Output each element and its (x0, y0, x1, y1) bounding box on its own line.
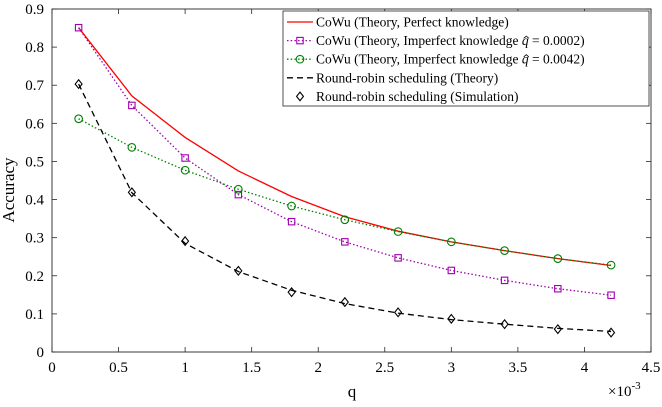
data-point (341, 238, 349, 246)
axes-box (51, 8, 652, 353)
data-point (340, 215, 350, 225)
x-multiplier-label: ×10-3 (608, 380, 641, 400)
data-point (500, 276, 509, 285)
x-tick-label: 3.5 (509, 360, 528, 376)
y-axis-title: Accuracy (0, 157, 18, 223)
y-tick-label: 0.6 (25, 116, 44, 132)
data-point (128, 101, 136, 110)
legend-label: Round-robin scheduling (Theory) (316, 70, 498, 85)
legend-box (282, 10, 650, 107)
legend: CoWu (Theory, Perfect knowledge) CoWu (Th… (282, 10, 650, 107)
data-point (287, 201, 296, 211)
data-point (180, 235, 190, 247)
legend-label: CoWu (Theory, Imperfect knowledge q = 0.… (316, 33, 585, 48)
y-tick-label: 0 (37, 345, 45, 361)
legend-marker (296, 36, 304, 45)
legend-label-suffix: = 0.0042) (529, 52, 585, 67)
legend-label-suffix: = 0.0002) (529, 33, 585, 48)
legend-label: CoWu (Theory, Imperfect knowledge q = 0.… (316, 52, 585, 67)
data-point (446, 237, 456, 247)
legend-label: CoWu (Theory, Perfect knowledge) (316, 15, 509, 30)
data-point (340, 296, 349, 308)
legend-hat-mark (523, 54, 530, 58)
x-tick-label: 2 (314, 360, 322, 376)
y-tick-label: 0.2 (25, 269, 44, 285)
data-point (181, 154, 189, 162)
data-point (447, 266, 456, 275)
series-3 (74, 114, 616, 270)
x-tick-label: 3 (448, 360, 456, 376)
data-point (553, 323, 562, 335)
data-point (127, 142, 137, 152)
data-point (500, 246, 509, 255)
data-point (234, 265, 243, 277)
legend-hat-mark (523, 35, 530, 39)
y-tick-label: 0.9 (25, 2, 44, 18)
x-tick-label: 1 (181, 360, 189, 376)
x-multiplier-base: ×10 (608, 384, 631, 400)
data-point (287, 286, 296, 298)
data-point (393, 307, 403, 318)
series-2 (74, 23, 615, 299)
y-tick-label: 0.8 (25, 40, 44, 56)
x-tick-label: 4 (581, 360, 589, 376)
data-point (500, 318, 509, 330)
x-tick-label: 0 (48, 360, 56, 376)
y-tick-label: 0.4 (25, 193, 44, 209)
data-point (234, 190, 243, 199)
data-point (393, 227, 403, 236)
y-tick-label: 0.5 (25, 154, 44, 170)
legend-label-symbol: q (522, 52, 529, 67)
x-axis-title: q (348, 382, 357, 401)
data-point (606, 260, 616, 270)
data-point (127, 187, 137, 198)
x-tick-label: 2.5 (375, 360, 394, 376)
legend-marker (295, 54, 305, 64)
x-tick-label: 4.5 (642, 360, 661, 376)
data-point (74, 114, 83, 124)
x-tick-label: 1.5 (242, 360, 261, 376)
data-point (553, 254, 563, 263)
data-point (554, 284, 562, 293)
data-point (606, 327, 616, 338)
y-tick-label: 0.3 (25, 231, 44, 247)
y-tick-label: 0.7 (25, 78, 44, 94)
legend-marker (295, 91, 305, 102)
data-point (607, 291, 615, 299)
data-point (287, 217, 296, 226)
data-point (180, 165, 190, 175)
series-layer (74, 23, 616, 338)
legend-label-prefix: CoWu (Theory, Imperfect knowledge (316, 33, 522, 48)
data-point (394, 254, 402, 262)
series-line (78, 83, 612, 333)
x-tick-label: 0.5 (109, 360, 128, 376)
series-5 (74, 78, 616, 338)
series-line (78, 118, 612, 266)
axes: 0 0.5 1 1.5 2 2.5 3 3.5 4 4.5 0 0.1 0.2 0.3 0.4 0.5 0.6 0… (25, 2, 660, 376)
legend-label-symbol: q (522, 33, 529, 48)
data-point (74, 78, 83, 90)
series-4 (78, 83, 612, 333)
data-point (74, 23, 83, 32)
legend-label: Round-robin scheduling (Simulation) (316, 89, 518, 104)
y-tick-label: 0.1 (25, 307, 44, 323)
x-multiplier-exponent: -3 (631, 380, 641, 392)
legend-label-prefix: CoWu (Theory, Imperfect knowledge (316, 52, 522, 67)
data-point (234, 184, 243, 194)
data-point (447, 313, 456, 325)
